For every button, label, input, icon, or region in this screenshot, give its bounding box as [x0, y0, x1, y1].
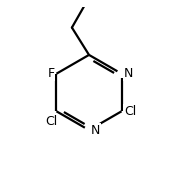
Text: F: F [48, 67, 55, 80]
Text: Cl: Cl [124, 105, 136, 118]
Text: N: N [91, 124, 100, 137]
Text: Cl: Cl [45, 115, 57, 128]
Text: N: N [123, 67, 133, 80]
